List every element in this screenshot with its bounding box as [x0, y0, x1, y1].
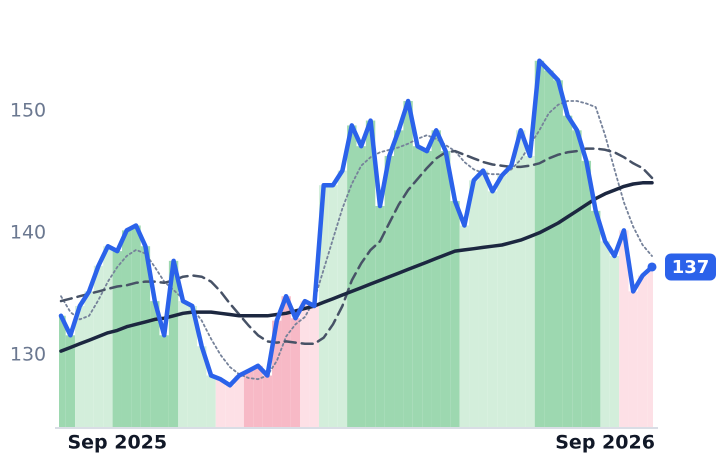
regime-bar: [600, 241, 610, 428]
regime-bar: [150, 301, 160, 428]
last-value-label: 137: [672, 257, 710, 278]
regime-bar: [234, 375, 244, 428]
regime-bar: [647, 266, 653, 428]
regime-bar: [253, 365, 263, 428]
regime-bar: [272, 320, 282, 428]
last-point: [647, 262, 657, 272]
regime-bar: [628, 291, 638, 428]
y-tick-label: 130: [10, 343, 46, 365]
regime-bar: [431, 130, 441, 428]
regime-bar: [440, 151, 451, 428]
regime-bar: [412, 146, 423, 428]
regime-bars: [59, 60, 653, 429]
line-dashed: [59, 147, 654, 346]
regime-bar: [121, 230, 132, 428]
regime-bar: [591, 210, 601, 428]
y-tick-label: 140: [10, 221, 46, 243]
regime-bar: [422, 151, 432, 428]
regime-bar: [187, 306, 198, 428]
lines: [58, 58, 655, 388]
regime-bar: [403, 101, 413, 428]
regime-bar: [469, 180, 479, 428]
regime-bar: [544, 70, 554, 428]
regime-bar: [262, 375, 273, 428]
regime-bar: [206, 375, 216, 428]
regime-bar: [637, 275, 648, 428]
regime-bar: [515, 130, 526, 428]
regime-bar: [65, 335, 76, 428]
regime-bar: [93, 265, 104, 428]
regime-bar: [572, 130, 582, 428]
regime-bar: [609, 255, 620, 428]
regime-bar: [506, 165, 516, 428]
line-dotted: [60, 100, 653, 381]
regime-bar: [84, 291, 94, 428]
regime-bar: [534, 60, 545, 428]
regime-bar: [75, 306, 85, 428]
line-solid: [58, 58, 655, 388]
regime-bar: [215, 379, 226, 428]
regime-bar: [581, 160, 592, 428]
regime-bar: [553, 80, 563, 429]
regime-bar: [562, 115, 573, 429]
regime-bar: [290, 318, 301, 428]
x-tick-label: Sep 2025: [67, 432, 167, 454]
regime-bar: [103, 246, 113, 428]
regime-bar: [497, 175, 507, 428]
regime-bar: [225, 385, 235, 428]
regime-bar: [243, 370, 254, 428]
x-tick-label: Sep 2026: [555, 432, 655, 454]
regime-bar: [328, 185, 338, 428]
regime-bar: [178, 301, 188, 428]
regime-bar: [168, 260, 179, 428]
y-tick-label: 150: [10, 99, 46, 121]
regime-bar: [375, 205, 385, 428]
regime-bar: [394, 130, 404, 428]
regime-bar: [365, 120, 376, 428]
regime-bar: [159, 335, 169, 428]
regime-bar: [131, 225, 141, 428]
regime-bar: [197, 346, 207, 428]
regime-bar: [478, 170, 488, 428]
regime-bar: [281, 296, 291, 428]
regime-bar: [347, 125, 357, 428]
regime-bar: [337, 170, 348, 428]
regime-bar: [300, 301, 310, 428]
regime-bar: [450, 201, 460, 428]
regime-bar: [309, 306, 319, 428]
regime-bar: [112, 251, 122, 428]
regime-bar: [619, 230, 629, 428]
regime-bar: [487, 191, 498, 428]
last-value-pill: [665, 253, 716, 281]
regime-bar: [384, 155, 395, 428]
regime-bar: [459, 225, 470, 428]
regime-bar: [318, 185, 329, 428]
regime-bar: [525, 155, 535, 428]
regime-bar: [140, 246, 151, 428]
regime-bar: [59, 315, 66, 428]
